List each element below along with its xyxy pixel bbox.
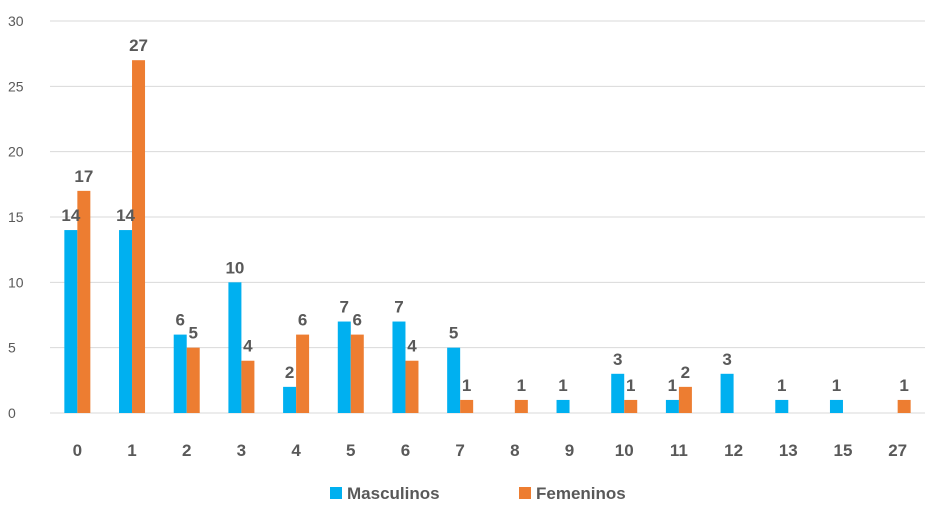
data-label: 5 [449,324,458,343]
x-tick-label: 27 [888,441,907,460]
bar-masculinos [829,399,843,413]
bar-femeninos [132,60,146,413]
bars [64,60,911,413]
y-tick-label: 5 [8,340,16,356]
data-label: 6 [353,311,362,330]
x-tick-label: 10 [615,441,634,460]
bar-masculinos [665,399,679,413]
x-tick-label: 4 [291,441,301,460]
data-label: 7 [394,298,403,317]
y-tick-label: 25 [8,78,24,94]
data-label: 17 [74,167,93,186]
x-tick-label: 11 [670,441,688,460]
bar-femeninos [514,399,528,413]
y-tick-label: 0 [8,405,16,421]
data-label: 1 [626,376,635,395]
x-tick-label: 0 [73,441,82,460]
x-tick-label: 12 [724,441,743,460]
data-label: 1 [558,376,567,395]
x-tick-label: 6 [401,441,410,460]
bar-masculinos [283,386,297,413]
bar-masculinos [775,399,789,413]
bar-masculinos [337,321,351,413]
bar-femeninos [624,399,638,413]
x-tick-label: 2 [182,441,191,460]
bar-femeninos [460,399,474,413]
data-label: 3 [722,350,731,369]
bar-masculinos [611,373,625,413]
y-axis: 0 5 10 15 20 25 30 [8,13,24,421]
y-tick-label: 30 [8,13,24,29]
data-label: 2 [285,363,294,382]
legend-swatch-masculinos [330,487,342,499]
data-label: 6 [175,311,184,330]
data-label: 14 [61,206,80,225]
legend-label-masculinos: Masculinos [347,484,440,503]
x-tick-label: 5 [346,441,355,460]
bar-femeninos [405,360,419,413]
bar-femeninos [186,347,200,413]
data-label: 27 [129,36,148,55]
x-tick-label: 13 [779,441,798,460]
x-tick-label: 15 [834,441,853,460]
legend-label-femeninos: Femeninos [536,484,626,503]
data-label: 2 [681,363,690,382]
data-label: 1 [899,376,908,395]
data-label: 1 [462,376,471,395]
bar-femeninos [678,386,692,413]
x-tick-label: 1 [127,441,136,460]
bar-femeninos [296,334,310,413]
legend-swatch-femeninos [519,487,531,499]
x-tick-label: 7 [455,441,464,460]
data-label: 1 [832,376,841,395]
x-tick-label: 3 [237,441,246,460]
data-label: 6 [298,311,307,330]
bar-masculinos [228,282,242,413]
bar-masculinos [64,230,78,413]
data-label: 1 [517,376,526,395]
data-label: 5 [188,324,197,343]
y-tick-label: 10 [8,274,24,290]
bar-femeninos [897,399,911,413]
data-label: 7 [340,298,349,317]
bar-masculinos [720,373,734,413]
data-label: 3 [613,350,622,369]
data-label: 10 [225,258,244,277]
data-label: 1 [668,376,677,395]
y-tick-label: 20 [8,144,24,160]
data-label: 1 [777,376,786,395]
bar-masculinos [173,334,187,413]
x-tick-label: 8 [510,441,519,460]
bar-femeninos [77,190,91,413]
data-label: 4 [243,337,253,356]
legend: Masculinos Femeninos [330,484,626,503]
data-label: 14 [116,206,135,225]
bar-masculinos [556,399,570,413]
bar-masculinos [119,230,133,413]
x-tick-label: 9 [565,441,574,460]
bar-masculinos [392,321,406,413]
bar-femeninos [241,360,255,413]
x-axis: 0 1 2 3 4 5 6 7 8 9 10 11 12 13 15 27 [73,441,908,460]
bar-masculinos [447,347,461,413]
data-label: 4 [407,337,417,356]
bar-femeninos [350,334,364,413]
y-tick-label: 15 [8,209,24,225]
